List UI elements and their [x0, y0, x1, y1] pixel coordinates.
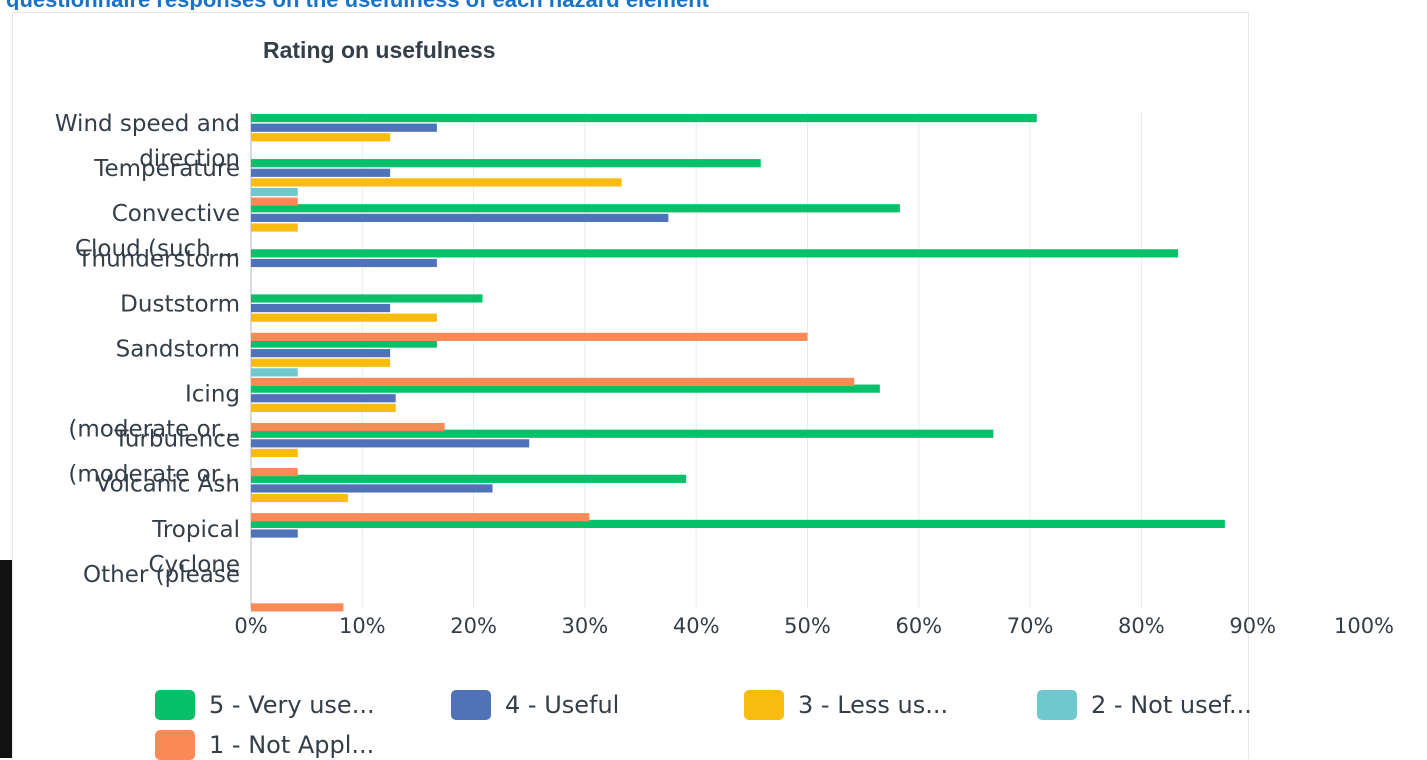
- header-text-fragment: questionnaire responses on the usefulnes…: [0, 0, 720, 10]
- x-tick-label: 80%: [1118, 614, 1165, 638]
- bar: [251, 332, 808, 341]
- legend-swatch: [744, 690, 784, 720]
- legend-label: 1 - Not Appl...: [209, 731, 375, 759]
- bar: [251, 159, 761, 168]
- x-tick-label: 40%: [673, 614, 720, 638]
- category-label: Convective: [112, 201, 240, 227]
- category-label: Sandstorm: [116, 336, 240, 362]
- legend-item[interactable]: 1 - Not Appl...: [155, 730, 374, 760]
- bar: [251, 123, 437, 132]
- category-label: Other (please: [83, 562, 240, 588]
- legend-item[interactable]: 4 - Useful: [451, 690, 619, 720]
- bar: [251, 513, 590, 522]
- category-label: direction: [139, 146, 240, 172]
- bar: [251, 223, 298, 232]
- bar: [251, 358, 391, 367]
- bar: [251, 394, 396, 403]
- legend-item[interactable]: 2 - Not usef...: [1037, 690, 1252, 720]
- bar: [251, 429, 994, 438]
- bar: [251, 422, 445, 432]
- bar: [251, 294, 483, 303]
- bar: [251, 249, 1179, 258]
- legend-label: 3 - Less us...: [798, 691, 949, 719]
- category-label: (moderate or...: [68, 462, 240, 488]
- bar: [251, 603, 344, 612]
- x-tick-label: 70%: [1007, 614, 1054, 638]
- legend-swatch: [155, 690, 195, 720]
- x-tick-label: 60%: [895, 614, 942, 638]
- legend-swatch: [1037, 690, 1077, 720]
- bar: [251, 529, 298, 538]
- bar: [251, 403, 396, 412]
- x-tick-label: 20%: [450, 614, 497, 638]
- bar: [251, 384, 880, 393]
- legend-swatch: [451, 690, 491, 720]
- bar: [251, 178, 622, 187]
- bar: [251, 377, 855, 387]
- bar: [251, 484, 493, 493]
- bar: [251, 474, 687, 483]
- bar: [251, 439, 530, 448]
- legend-swatch: [155, 730, 195, 760]
- legend-label: 5 - Very use...: [209, 691, 375, 719]
- category-label: Thunderstorm: [76, 246, 240, 272]
- bar: [251, 213, 669, 222]
- x-tick-label: 100%: [1334, 614, 1394, 638]
- bar: [251, 339, 437, 348]
- x-tick-label: 0%: [234, 614, 267, 638]
- category-label: Icing: [185, 382, 240, 408]
- bars: [251, 114, 1225, 612]
- category-label: Volcanic Ash: [96, 472, 240, 498]
- category-label: (moderate or...: [68, 417, 240, 443]
- category-label: Cloud (such ...: [75, 236, 240, 262]
- category-label: Temperature: [93, 156, 240, 182]
- bar: [251, 448, 298, 458]
- legend-label: 4 - Useful: [505, 691, 620, 719]
- legend-item[interactable]: 5 - Very use...: [155, 690, 375, 720]
- x-tick-label: 10%: [339, 614, 386, 638]
- category-label: Turbulence: [113, 427, 240, 453]
- bar: [251, 493, 348, 503]
- bar: [251, 313, 437, 322]
- bar: [251, 204, 900, 213]
- legend: 5 - Very use... 4 - Useful 3 - Less us... 2…: [155, 688, 1395, 760]
- bar: [251, 303, 391, 313]
- x-tick-label: 50%: [784, 614, 831, 638]
- bar: [251, 197, 298, 206]
- category-label: Cyclone: [148, 552, 240, 578]
- category-label: Tropical: [151, 517, 240, 543]
- bar: [251, 258, 437, 268]
- bar: [251, 349, 391, 358]
- chart-title: Rating on usefulness: [263, 37, 496, 63]
- bar: [251, 168, 391, 177]
- x-tick-label: 90%: [1229, 614, 1276, 638]
- category-label: Duststorm: [120, 291, 240, 317]
- x-tick-label: 30%: [562, 614, 609, 638]
- bar: [251, 368, 298, 377]
- category-label: Wind speed and: [55, 111, 240, 137]
- bar: [251, 519, 1225, 529]
- legend-item[interactable]: 3 - Less us...: [744, 690, 948, 720]
- legend-label: 2 - Not usef...: [1091, 691, 1252, 719]
- bar: [251, 187, 298, 197]
- bar: [251, 114, 1037, 123]
- bar: [251, 468, 298, 477]
- bar: [251, 133, 391, 142]
- background-dark-area: [0, 560, 14, 758]
- x-axis-ticks: 0% 10% 20% 30% 40% 50% 60% 70% 80% 90% 100%: [234, 614, 1394, 638]
